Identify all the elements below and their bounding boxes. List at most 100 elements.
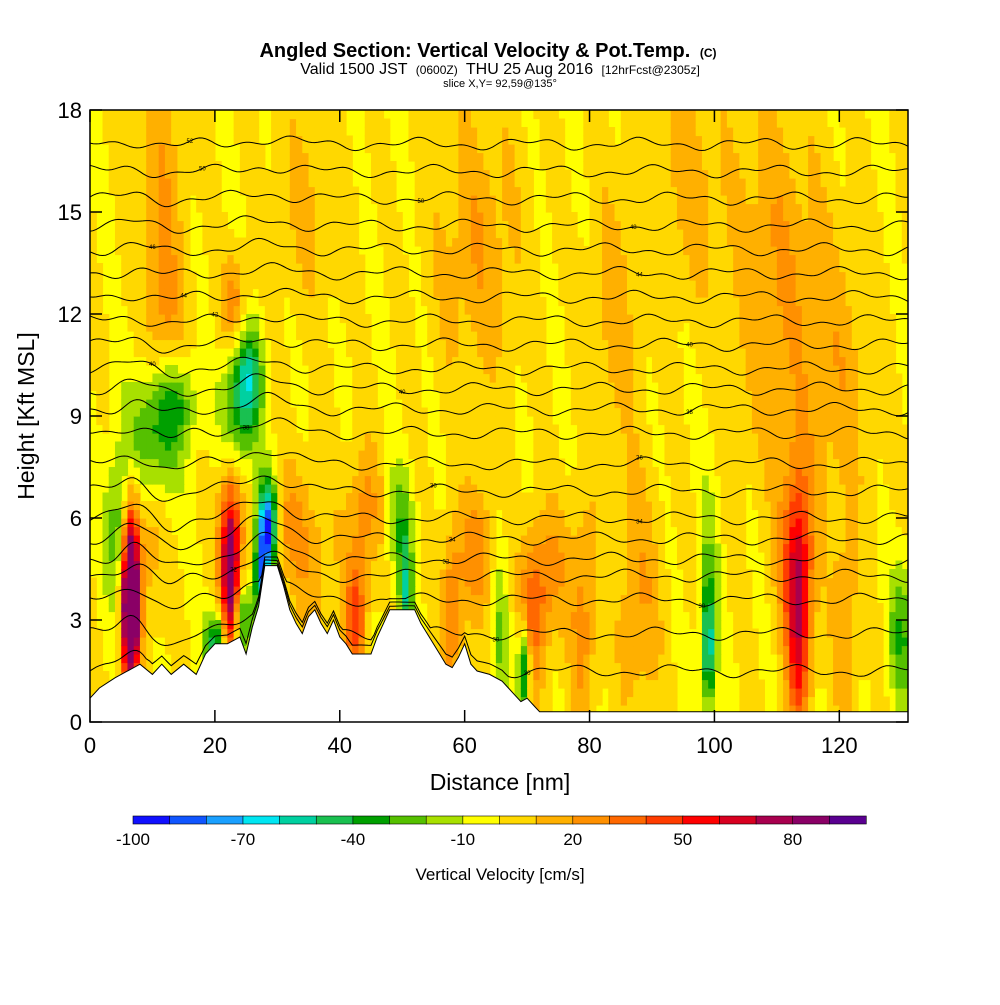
velocity-cell	[577, 305, 584, 315]
velocity-cell	[414, 424, 422, 434]
velocity-cell	[296, 280, 303, 290]
velocity-cell	[433, 288, 441, 298]
velocity-cell	[283, 518, 291, 528]
velocity-cell	[477, 424, 484, 434]
velocity-cell	[239, 331, 247, 341]
velocity-cell	[277, 195, 285, 205]
velocity-cell	[196, 484, 203, 494]
velocity-cell	[445, 569, 453, 579]
velocity-cell	[146, 407, 154, 417]
velocity-cell	[339, 586, 347, 596]
velocity-cell	[395, 458, 403, 468]
velocity-cell	[533, 280, 541, 290]
velocity-cell	[264, 246, 272, 256]
velocity-cell	[233, 407, 241, 417]
velocity-cell	[264, 305, 272, 315]
velocity-cell	[370, 594, 378, 604]
velocity-cell	[183, 424, 191, 434]
velocity-cell	[239, 475, 247, 485]
velocity-cell	[346, 246, 353, 256]
velocity-cell	[246, 220, 253, 230]
velocity-cell	[196, 535, 203, 545]
velocity-cell	[502, 620, 509, 630]
velocity-cell	[90, 382, 97, 392]
velocity-cell	[570, 212, 578, 222]
velocity-cell	[364, 620, 372, 630]
velocity-cell	[296, 543, 303, 553]
velocity-cell	[208, 484, 216, 494]
velocity-cell	[408, 373, 416, 383]
velocity-cell	[352, 195, 360, 205]
velocity-cell	[458, 518, 466, 528]
velocity-cell	[302, 127, 310, 137]
velocity-cell	[489, 280, 497, 290]
velocity-cell	[90, 220, 97, 230]
velocity-cell	[452, 424, 460, 434]
velocity-cell	[608, 501, 616, 511]
velocity-cell	[570, 382, 578, 392]
velocity-cell	[214, 186, 222, 196]
velocity-cell	[477, 416, 484, 426]
velocity-cell	[464, 356, 472, 366]
velocity-cell	[464, 348, 472, 358]
velocity-cell	[433, 237, 441, 247]
velocity-cell	[233, 484, 241, 494]
velocity-cell	[108, 110, 116, 120]
velocity-cell	[158, 501, 166, 511]
velocity-cell	[364, 645, 372, 655]
velocity-cell	[289, 569, 297, 579]
velocity-cell	[577, 399, 584, 409]
velocity-cell	[552, 535, 559, 545]
velocity-cell	[146, 169, 154, 179]
velocity-cell	[121, 594, 129, 604]
velocity-cell	[164, 475, 172, 485]
velocity-cell	[233, 237, 241, 247]
velocity-cell	[583, 135, 591, 145]
velocity-cell	[577, 348, 584, 358]
velocity-cell	[127, 645, 135, 655]
velocity-cell	[308, 161, 316, 171]
velocity-cell	[333, 518, 341, 528]
velocity-cell	[495, 586, 503, 596]
velocity-cell	[408, 407, 416, 417]
velocity-cell	[439, 254, 447, 264]
velocity-cell	[452, 203, 460, 213]
velocity-cell	[258, 484, 266, 494]
velocity-cell	[139, 433, 147, 443]
velocity-cell	[183, 382, 191, 392]
velocity-cell	[271, 229, 278, 239]
velocity-cell	[589, 441, 597, 451]
velocity-cell	[614, 186, 622, 196]
velocity-cell	[383, 288, 391, 298]
velocity-cell	[252, 552, 260, 562]
velocity-cell	[420, 458, 428, 468]
velocity-cell	[514, 161, 522, 171]
velocity-cell	[620, 458, 628, 468]
velocity-cell	[458, 475, 466, 485]
velocity-cell	[158, 526, 166, 536]
velocity-cell	[464, 263, 472, 273]
velocity-cell	[352, 390, 360, 400]
velocity-cell	[289, 110, 297, 120]
velocity-cell	[277, 118, 285, 128]
velocity-cell	[495, 433, 503, 443]
velocity-cell	[146, 441, 154, 451]
velocity-cell	[208, 560, 216, 570]
velocity-cell	[314, 501, 322, 511]
velocity-cell	[608, 373, 616, 383]
velocity-cell	[333, 203, 341, 213]
velocity-cell	[614, 501, 622, 511]
velocity-cell	[470, 577, 478, 587]
velocity-cell	[233, 348, 241, 358]
velocity-cell	[520, 543, 528, 553]
velocity-cell	[289, 475, 297, 485]
velocity-cell	[408, 509, 416, 519]
velocity-cell	[408, 110, 416, 120]
velocity-cell	[445, 560, 453, 570]
velocity-cell	[589, 135, 597, 145]
velocity-cell	[408, 322, 416, 332]
velocity-cell	[214, 535, 222, 545]
velocity-cell	[520, 526, 528, 536]
velocity-cell	[158, 254, 166, 264]
velocity-cell	[608, 637, 616, 647]
